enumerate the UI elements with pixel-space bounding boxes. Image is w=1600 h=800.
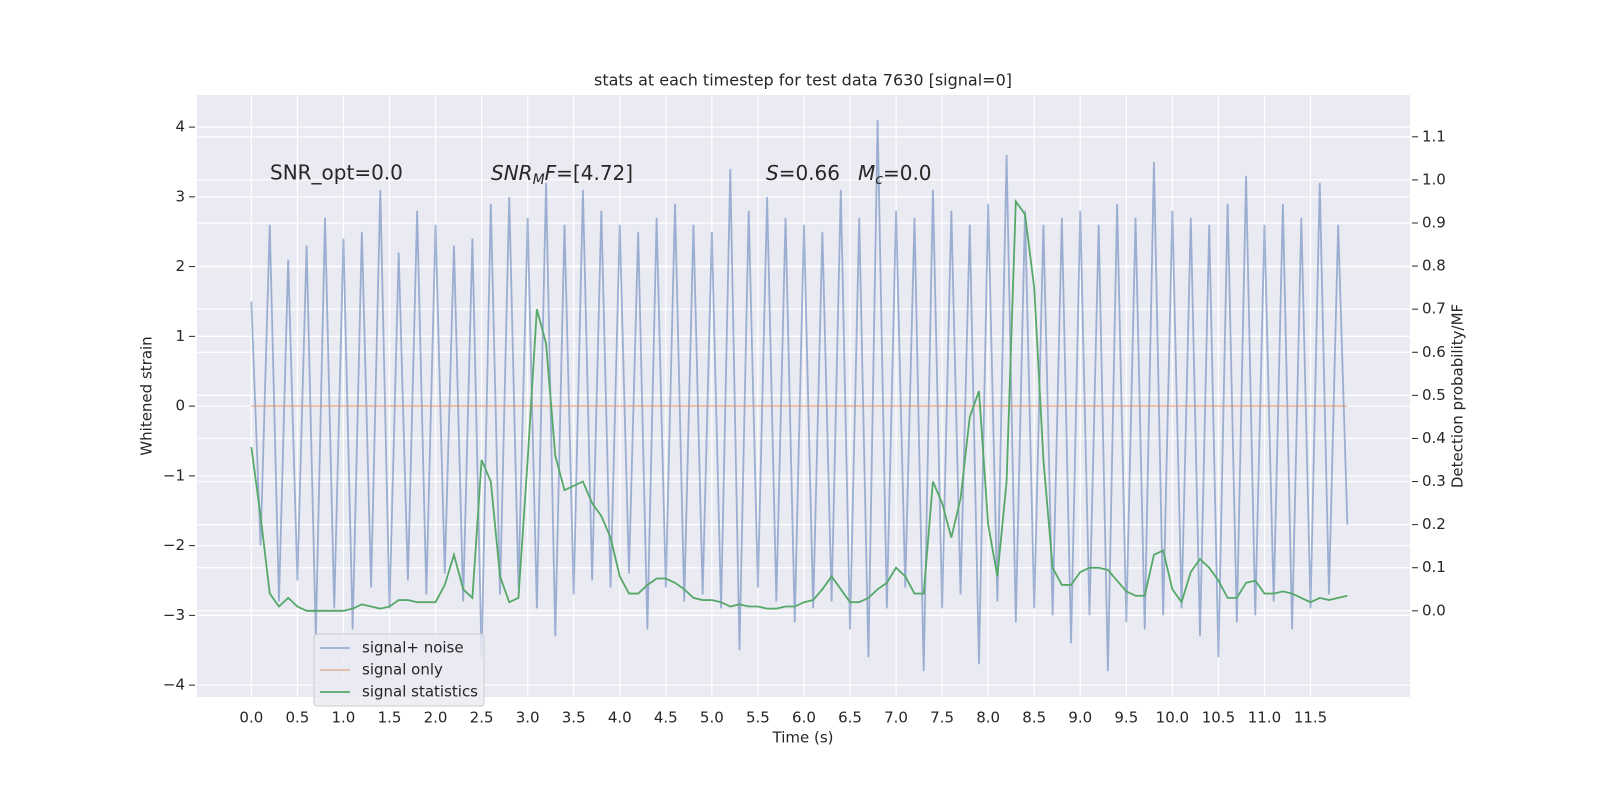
x-tick-label: 2.0 [424, 709, 448, 727]
y-tick-label: −2 [163, 536, 185, 554]
x-tick-label: 6.0 [792, 709, 816, 727]
x-tick-label: 5.0 [700, 709, 724, 727]
y-tick-label: 4 [175, 118, 185, 136]
x-axis-label: Time (s) [772, 729, 834, 747]
y-tick-label: −4 [163, 676, 185, 694]
annotation-part: F [545, 161, 557, 185]
y-axis-label: Whitened strain [138, 336, 156, 455]
y-tick-label: 0 [175, 397, 185, 415]
x-tick-label: 4.0 [608, 709, 632, 727]
x-tick-label: 8.0 [976, 709, 1000, 727]
axes: 0.0 0.5 1.0 1.5 2.0 2.5 3.0 3.5 4.0 4.5 5.0 5.5 6.0 6… [163, 118, 1446, 727]
y2-tick-label: 0.1 [1422, 558, 1446, 576]
legend-label: signal only [362, 661, 443, 679]
x-tick-label: 0.5 [285, 709, 309, 727]
annotation: Mc=0.0 [858, 161, 932, 189]
legend-label: signal statistics [362, 683, 478, 701]
x-tick-label: 1.0 [332, 709, 356, 727]
y2-axis-label: Detection probability/MF [1449, 304, 1467, 488]
annotation: SNRMF=[4.72] [491, 161, 633, 189]
y2-tick-label: 0.4 [1422, 429, 1446, 447]
annotation-part: SNR [491, 161, 533, 185]
y2-tick-label: 0.8 [1422, 257, 1446, 275]
marks [250, 120, 1349, 672]
annotation: S=0.66 [766, 161, 840, 185]
y2-tick-label: 0.6 [1422, 343, 1446, 361]
series-line [250, 198, 1348, 612]
legend-label: signal+ noise [362, 639, 464, 657]
x-tick-label: 2.5 [470, 709, 494, 727]
x-tick-label: 10.5 [1202, 709, 1235, 727]
x-tick-label: 3.0 [516, 709, 540, 727]
y-tick-label: 1 [175, 327, 185, 345]
y2-tick-label: 1.1 [1422, 127, 1446, 145]
annotation-part: =0.0 [883, 161, 932, 185]
annotation-part: M [533, 172, 545, 188]
y-tick-label: −3 [163, 606, 185, 624]
x-tick-label: 11.0 [1248, 709, 1281, 727]
y2-tick-label: 0.7 [1422, 300, 1446, 318]
x-tick-label: 7.5 [930, 709, 954, 727]
series-line [250, 120, 1349, 672]
x-tick-label: 1.5 [378, 709, 402, 727]
y-tick-label: 3 [175, 187, 185, 205]
x-tick-label: 0.0 [239, 709, 263, 727]
legend-box [313, 633, 485, 707]
annotation: SNR_opt=0.0 [270, 161, 403, 185]
annotation-part: S [766, 161, 779, 185]
y-tick-label: 2 [175, 257, 185, 275]
annotation-part: =0.66 [779, 161, 840, 185]
y2-tick-label: 0.5 [1422, 386, 1446, 404]
x-tick-label: 11.5 [1294, 709, 1327, 727]
x-tick-label: 9.5 [1114, 709, 1138, 727]
x-tick-label: 5.5 [746, 709, 770, 727]
y-tick-label: −1 [163, 466, 185, 484]
y2-tick-label: 1.0 [1422, 170, 1446, 188]
y2-tick-label: 0.0 [1422, 601, 1446, 619]
x-tick-label: 10.0 [1156, 709, 1189, 727]
annotation-part: c [875, 172, 883, 188]
y2-tick-label: 0.9 [1422, 213, 1446, 231]
x-tick-label: 4.5 [654, 709, 678, 727]
x-tick-label: 6.5 [838, 709, 862, 727]
y2-tick-label: 0.2 [1422, 515, 1446, 533]
y2-tick-label: 0.3 [1422, 472, 1446, 490]
x-tick-label: 3.5 [562, 709, 586, 727]
legend: signal+ noise signal only signal statistic… [313, 633, 485, 707]
annotation-part: M [858, 161, 875, 185]
annotation-part: =[4.72] [556, 161, 633, 185]
x-tick-label: 7.0 [884, 709, 908, 727]
x-tick-label: 8.5 [1022, 709, 1046, 727]
x-tick-label: 9.0 [1068, 709, 1092, 727]
chart-title: stats at each timestep for test data 763… [594, 71, 1012, 90]
